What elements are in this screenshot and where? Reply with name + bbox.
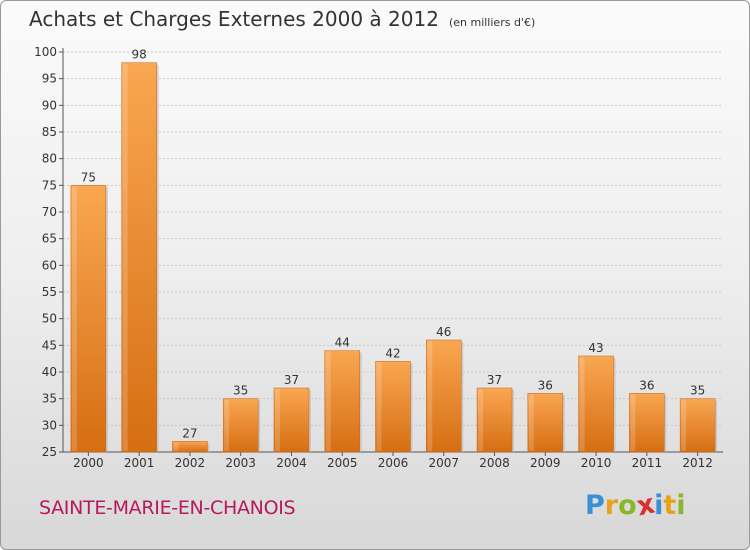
bar-2005 xyxy=(324,350,360,453)
commune-name: SAINTE-MARIE-EN-CHANOIS xyxy=(39,497,296,519)
bar-highlight xyxy=(122,63,128,452)
x-tick-label-2001: 2001 xyxy=(124,456,155,470)
y-tick-label: 85 xyxy=(42,125,57,139)
grid-lines xyxy=(63,51,723,453)
x-tick-label-2003: 2003 xyxy=(225,456,256,470)
bar-highlight xyxy=(630,394,636,451)
bar-highlight xyxy=(274,389,280,451)
bar-highlight xyxy=(478,389,484,451)
x-tick-label-2008: 2008 xyxy=(479,456,510,470)
data-label-2009: 36 xyxy=(538,378,553,392)
logo-letter: i xyxy=(676,490,686,521)
bar-2001 xyxy=(121,62,157,453)
logo-letter: P xyxy=(585,490,605,521)
bar-2012 xyxy=(679,398,716,453)
bar-highlight xyxy=(579,357,585,451)
x-tick-label-2012: 2012 xyxy=(682,456,713,470)
x-tick-label-2009: 2009 xyxy=(530,456,561,470)
chart-title-text: Achats et Charges Externes 2000 à 2012 xyxy=(29,7,439,31)
x-tick-label-2006: 2006 xyxy=(378,456,409,470)
x-tick-label-2005: 2005 xyxy=(327,456,358,470)
bar-2004 xyxy=(273,387,310,453)
logo-letter: o xyxy=(618,490,637,521)
bar-highlight xyxy=(427,341,433,451)
data-label-2010: 43 xyxy=(588,341,603,355)
bars xyxy=(70,62,718,453)
y-tick-label: 100 xyxy=(34,45,57,59)
data-labels: 75 98 27 35 37 44 42 46 37 36 43 36 35 xyxy=(81,48,706,441)
y-tick-label: 35 xyxy=(42,392,57,406)
x-tick-label-2007: 2007 xyxy=(428,456,459,470)
x-tick-label-2004: 2004 xyxy=(276,456,307,470)
bar-2000 xyxy=(70,185,107,453)
y-tick-label: 40 xyxy=(42,365,57,379)
x-tick-label-2011: 2011 xyxy=(632,456,663,470)
logo-letter: r xyxy=(604,490,619,521)
data-label-2005: 44 xyxy=(335,336,350,350)
y-tick-label: 80 xyxy=(42,152,57,166)
x-tick-label-2002: 2002 xyxy=(175,456,206,470)
y-tick-label: 45 xyxy=(42,338,57,352)
y-tick-label: 30 xyxy=(42,418,57,432)
data-label-2004: 37 xyxy=(284,373,299,387)
data-label-2003: 35 xyxy=(233,384,248,398)
x-tick-label-2010: 2010 xyxy=(581,456,612,470)
bar-highlight xyxy=(224,399,230,451)
data-label-2001: 98 xyxy=(132,48,147,62)
x-tick-label-2000: 2000 xyxy=(73,456,104,470)
y-tick-label: 90 xyxy=(42,98,57,112)
data-label-2011: 36 xyxy=(639,378,654,392)
proxiti-logo: Proxiti xyxy=(585,489,686,523)
data-label-2006: 42 xyxy=(385,346,400,360)
bar-2008 xyxy=(476,387,513,453)
bar-2011 xyxy=(629,393,665,453)
y-tick-label: 60 xyxy=(42,258,57,272)
bar-2007 xyxy=(426,339,462,453)
data-label-2002: 27 xyxy=(182,426,197,440)
bar-highlight xyxy=(173,442,179,451)
bar-highlight xyxy=(325,351,331,451)
y-tick-label: 95 xyxy=(42,72,57,86)
bar-highlight xyxy=(528,394,534,451)
logo-letter: i xyxy=(654,490,664,521)
bar-2009 xyxy=(527,393,564,453)
bar-highlight xyxy=(681,399,687,451)
y-tick-label: 65 xyxy=(42,232,57,246)
logo-letter: t xyxy=(663,490,677,521)
bar-2006 xyxy=(375,361,411,453)
y-tick-label: 75 xyxy=(42,178,57,192)
bar-2002 xyxy=(172,441,208,453)
y-tick-label: 70 xyxy=(42,205,57,219)
bar-highlight xyxy=(376,362,382,451)
y-tick-label: 50 xyxy=(42,312,57,326)
data-label-2008: 37 xyxy=(487,373,502,387)
data-label-2000: 75 xyxy=(81,170,96,184)
axes: 25 30 35 40 45 50 55 60 65 70 75 80 85 90 95 100 2000 200… xyxy=(34,45,723,470)
data-label-2012: 35 xyxy=(690,384,705,398)
data-label-2007: 46 xyxy=(436,325,451,339)
bar-2003 xyxy=(222,398,259,453)
y-tick-label: 55 xyxy=(42,285,57,299)
chart-subtitle: (en milliers d'€) xyxy=(448,16,536,29)
chart-title: Achats et Charges Externes 2000 à 2012 (e… xyxy=(29,7,535,31)
y-tick-label: 25 xyxy=(42,445,57,459)
bar-2010 xyxy=(578,355,614,453)
bar-highlight xyxy=(71,186,77,452)
